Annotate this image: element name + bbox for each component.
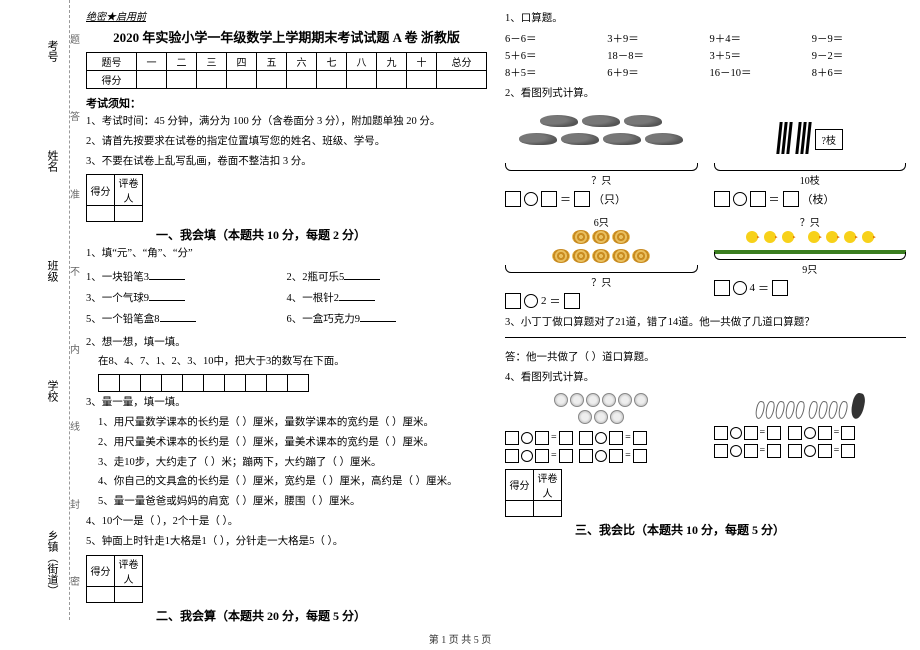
calc-item: 5＋6＝ bbox=[505, 48, 599, 63]
fig-label: 10枝 bbox=[714, 172, 907, 187]
section2-title: 二、我会算（本题共 20 分，每题 5 分） bbox=[156, 607, 487, 624]
q3-item: 5、量一量爸爸或妈妈的肩宽（ ）厘米，腰围（ ）厘米。 bbox=[98, 494, 487, 511]
dash-label: 内 bbox=[66, 344, 81, 354]
side-label: 考号 bbox=[44, 40, 60, 62]
mini-th: 评卷人 bbox=[115, 175, 143, 206]
score-table: 题号 一 二 三 四 五 六 七 八 九 十 总分 得分 bbox=[86, 52, 487, 89]
page-content: 绝密★启用前 2020 年实验小学一年级数学上学期期末考试试题 A 卷 浙教版 … bbox=[86, 8, 906, 618]
figure-beans: = = = = bbox=[714, 393, 907, 463]
notice-item: 1、考试时间：45 分钟，满分为 100 分（含卷面分 3 分），附加题单独 2… bbox=[86, 114, 487, 131]
notice-item: 3、不要在试卷上乱写乱画，卷面不整洁扣 3 分。 bbox=[86, 154, 487, 171]
th: 题号 bbox=[87, 53, 137, 71]
q3: 3、量一量，填一填。 bbox=[86, 395, 487, 412]
left-column: 绝密★启用前 2020 年实验小学一年级数学上学期期末考试试题 A 卷 浙教版 … bbox=[86, 8, 487, 618]
s2-q4: 4、看图列式计算。 bbox=[505, 370, 906, 387]
dash-label: 不 bbox=[66, 266, 81, 276]
mini-th: 得分 bbox=[87, 175, 115, 206]
th: 九 bbox=[377, 53, 407, 71]
row-label: 得分 bbox=[87, 71, 137, 89]
section3-title: 三、我会比（本题共 10 分，每题 5 分） bbox=[575, 521, 906, 538]
th: 二 bbox=[167, 53, 197, 71]
exam-title: 2020 年实验小学一年级数学上学期期末考试试题 A 卷 浙教版 bbox=[86, 27, 487, 46]
calc-item: 8＋6＝ bbox=[812, 65, 906, 80]
calc-item: 6－6＝ bbox=[505, 31, 599, 46]
page-footer: 第 1 页 共 5 页 bbox=[0, 631, 920, 646]
marker-table: 得分评卷人 bbox=[505, 469, 562, 517]
answer-cells bbox=[98, 374, 487, 392]
side-label: 姓名 bbox=[44, 150, 60, 172]
th: 六 bbox=[287, 53, 317, 71]
q1-intro: 1、填“元”、“角”、“分” bbox=[86, 246, 487, 263]
figure-snails: 6只 ？只 2＝ bbox=[505, 213, 698, 309]
q2-sub: 在8、4、7、1、2、3、10中，把大于3的数写在下面。 bbox=[98, 354, 487, 371]
dash-label: 线 bbox=[66, 421, 81, 431]
dash-label: 密 bbox=[66, 576, 81, 586]
th: 五 bbox=[257, 53, 287, 71]
side-label: 学校 bbox=[44, 380, 60, 402]
section1-title: 一、我会填（本题共 10 分，每题 2 分） bbox=[156, 226, 487, 243]
s2-q3: 3、小丁丁做口算题对了21道，错了14道。他一共做了几道口算题？ bbox=[505, 315, 906, 332]
calc-grid: 6－6＝ 3＋9＝ 9＋4＝ 9－9＝ 5＋6＝ 18－8＝ 3＋5＝ 9－2＝… bbox=[505, 31, 906, 80]
q1-item: 1、一块铅笔3 bbox=[86, 269, 287, 287]
q1-item: 5、一个铅笔盒8 bbox=[86, 311, 287, 329]
figure-row-1: ？只 ＝（只） ?枝 10枝 ＝（枝） bbox=[505, 109, 906, 207]
q1-item: 4、一根针2 bbox=[287, 290, 488, 308]
calc-item: 3＋5＝ bbox=[710, 48, 804, 63]
calc-item: 9＋4＝ bbox=[710, 31, 804, 46]
th: 七 bbox=[317, 53, 347, 71]
s2-q1: 1、口算题。 bbox=[505, 11, 906, 28]
th: 一 bbox=[137, 53, 167, 71]
notice-heading: 考试须知： bbox=[86, 95, 487, 111]
th: 总分 bbox=[437, 53, 487, 71]
s2-q2: 2、看图列式计算。 bbox=[505, 86, 906, 103]
seal-line-labels: 题 答 准 不 内 线 封 密 bbox=[66, 0, 80, 620]
marker-table: 得分评卷人 bbox=[86, 555, 143, 603]
table-row: 得分 bbox=[87, 71, 487, 89]
figure-slugs: ？只 ＝（只） bbox=[505, 109, 698, 207]
figure-row-2: 6只 ？只 2＝ ？只 9只 4＝ bbox=[505, 213, 906, 309]
q1-item: 6、一盒巧克力9 bbox=[287, 311, 488, 329]
figure-pens: ?枝 10枝 ＝（枝） bbox=[714, 109, 907, 207]
q3-item: 3、走10步，大约走了（ ）米；蹦两下，大约蹦了（ ）厘米。 bbox=[98, 455, 487, 472]
fig-label: ？只 bbox=[505, 172, 698, 187]
th: 四 bbox=[227, 53, 257, 71]
table-row: 题号 一 二 三 四 五 六 七 八 九 十 总分 bbox=[87, 53, 487, 71]
calc-item: 8＋5＝ bbox=[505, 65, 599, 80]
calc-item: 6＋9＝ bbox=[607, 65, 701, 80]
dash-label: 准 bbox=[66, 189, 81, 199]
notice-item: 2、请首先按要求在试卷的指定位置填写您的姓名、班级、学号。 bbox=[86, 134, 487, 151]
q1-item: 3、一个气球9 bbox=[86, 290, 287, 308]
figure-chicks: ？只 9只 4＝ bbox=[714, 213, 907, 309]
s2-q3-ans: 答：他一共做了（ ）道口算题。 bbox=[505, 350, 906, 367]
right-column: 1、口算题。 6－6＝ 3＋9＝ 9＋4＝ 9－9＝ 5＋6＝ 18－8＝ 3＋… bbox=[505, 8, 906, 618]
q5: 5、钟面上时针走1大格是1（ ），分针走一大格是5（ ）。 bbox=[86, 534, 487, 551]
calc-item: 18－8＝ bbox=[607, 48, 701, 63]
th: 十 bbox=[407, 53, 437, 71]
figure-coins: = = = = bbox=[505, 393, 698, 463]
binding-margin: 考号 姓名 班级 学校 乡镇（街道） bbox=[0, 0, 70, 620]
side-label: 班级 bbox=[44, 260, 60, 282]
calc-item: 16－10＝ bbox=[710, 65, 804, 80]
q4: 4、10个一是（ ），2个十是（ ）。 bbox=[86, 514, 487, 531]
q2: 2、想一想，填一填。 bbox=[86, 335, 487, 352]
figure-row-3: = = = = = = = = bbox=[505, 393, 906, 463]
q3-item: 2、用尺量美术课本的长约是（ ）厘米，量美术课本的宽约是（ ）厘米。 bbox=[98, 435, 487, 452]
calc-item: 9－9＝ bbox=[812, 31, 906, 46]
side-label: 乡镇（街道） bbox=[44, 530, 60, 596]
dash-label: 封 bbox=[66, 499, 81, 509]
confidential-label: 绝密★启用前 bbox=[86, 8, 487, 23]
q3-item: 1、用尺量数学课本的长约是（ ）厘米，量数学课本的宽约是（ ）厘米。 bbox=[98, 415, 487, 432]
q3-item: 4、你自己的文具盒的长约是（ ）厘米，宽约是（ ）厘米，高约是（ ）厘米。 bbox=[98, 474, 487, 491]
th: 八 bbox=[347, 53, 377, 71]
marker-table: 得分评卷人 bbox=[86, 174, 143, 222]
qmark-box: ?枝 bbox=[815, 129, 843, 150]
th: 三 bbox=[197, 53, 227, 71]
q1-item: 2、2瓶可乐5 bbox=[287, 269, 488, 287]
calc-item: 3＋9＝ bbox=[607, 31, 701, 46]
dash-label: 答 bbox=[66, 111, 81, 121]
dash-label: 题 bbox=[66, 34, 81, 44]
calc-item: 9－2＝ bbox=[812, 48, 906, 63]
